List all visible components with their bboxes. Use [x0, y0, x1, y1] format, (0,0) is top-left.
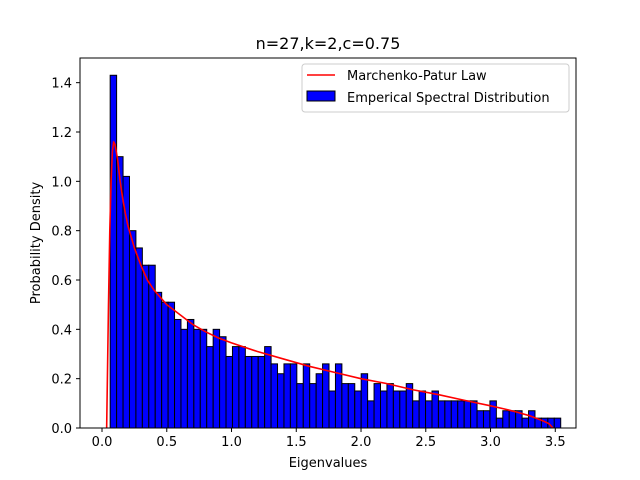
histogram-bar — [264, 346, 272, 429]
histogram-bar — [283, 363, 291, 429]
histogram-bar — [470, 400, 478, 429]
x-tick-label: 0.5 — [156, 435, 177, 450]
y-tick-label: 0.0 — [51, 422, 72, 437]
legend-box — [301, 63, 570, 113]
histogram-bar — [399, 390, 407, 429]
histogram-bar — [502, 410, 510, 429]
histogram-bar — [444, 400, 452, 429]
histogram-bar — [315, 373, 324, 429]
x-tick-label: 2.0 — [351, 435, 372, 450]
histogram-bar — [450, 400, 459, 429]
histogram-bar — [270, 363, 279, 429]
histogram-bar — [457, 400, 465, 429]
y-tick-label: 0.6 — [51, 274, 72, 289]
histogram-bar — [277, 373, 285, 429]
histogram-bar — [367, 400, 375, 429]
histogram-bar — [296, 383, 304, 429]
y-tick-label: 1.4 — [51, 77, 72, 92]
mp-law-curve — [105, 141, 554, 429]
chart-title: n=27,k=2,c=0.75 — [256, 34, 401, 53]
x-axis-label: Eigenvalues — [289, 456, 368, 471]
histogram-bar — [193, 328, 201, 429]
mp-law-curve-group — [105, 141, 554, 429]
x-axis-ticks: 0.0 0.5 1.0 1.5 2.0 2.5 3.0 3.5 — [92, 428, 566, 450]
legend-label-mp-law: Marchenko-Patur Law — [347, 69, 487, 84]
x-tick-label: 3.5 — [545, 435, 566, 450]
plot-frame — [79, 57, 577, 429]
histogram-bar — [380, 390, 388, 429]
histogram-bar — [212, 328, 221, 429]
legend-label-esd: Emperical Spectral Distribution — [347, 91, 550, 106]
histogram-bar — [418, 390, 427, 429]
histogram-bar — [199, 328, 208, 429]
histogram-bar — [174, 318, 182, 429]
histogram-bar — [476, 410, 484, 429]
histogram-bar — [186, 318, 195, 429]
histogram-bar — [495, 417, 504, 429]
histogram-bar — [431, 390, 439, 429]
x-tick-label: 1.0 — [221, 435, 242, 450]
y-axis-label: Probability Density — [29, 182, 44, 305]
histogram-bar — [528, 410, 536, 429]
histogram-bar — [386, 383, 394, 429]
histogram-bar — [161, 301, 169, 429]
y-axis-ticks: 0.0 0.2 0.4 0.6 0.8 1.0 1.2 1.4 — [51, 77, 80, 437]
x-tick-label: 0.0 — [92, 435, 113, 450]
histogram-bar — [128, 230, 137, 429]
histogram-bar — [180, 328, 188, 429]
y-tick-label: 0.4 — [51, 323, 72, 338]
histogram-bar — [302, 363, 311, 429]
histogram-bar — [206, 346, 214, 429]
histogram-bar — [347, 383, 356, 429]
histogram-bar — [257, 355, 266, 429]
histogram-bar — [354, 390, 362, 429]
histogram-bar — [437, 400, 446, 429]
histogram-bar — [225, 355, 233, 429]
y-tick-label: 0.8 — [51, 225, 72, 240]
histogram-bar — [167, 301, 176, 429]
x-tick-label: 1.5 — [286, 435, 307, 450]
histogram-bar — [508, 410, 517, 429]
histogram-bar — [309, 383, 317, 429]
histogram-bar — [341, 383, 349, 429]
histogram-bar — [392, 390, 401, 429]
histogram-bar — [373, 383, 381, 429]
histogram-bar — [553, 417, 562, 429]
histogram-bar — [328, 390, 336, 429]
histogram-bar — [238, 346, 246, 429]
histogram-bar — [135, 247, 143, 429]
histogram-bar — [289, 363, 298, 429]
legend: Marchenko-Patur Law Emperical Spectral D… — [301, 63, 570, 113]
histogram-bar — [109, 74, 118, 429]
histogram-bar — [244, 355, 253, 429]
histogram-bar — [521, 417, 530, 429]
histogram-bar — [489, 400, 497, 429]
histogram-bar — [251, 355, 259, 429]
y-tick-label: 1.0 — [51, 175, 72, 190]
histogram-bar — [463, 400, 472, 429]
histogram-bar — [219, 336, 227, 429]
histogram-bar — [322, 363, 330, 429]
histogram-bar — [360, 373, 369, 429]
x-tick-label: 2.5 — [415, 435, 436, 450]
y-tick-label: 0.2 — [51, 373, 72, 388]
histogram-bar — [141, 264, 150, 429]
histogram-bar — [412, 400, 420, 429]
x-tick-label: 3.0 — [480, 435, 501, 450]
histogram-bar — [482, 410, 491, 429]
y-tick-label: 1.2 — [51, 126, 72, 141]
histogram-bar — [425, 400, 433, 429]
histogram-bar — [154, 291, 163, 429]
histogram-bar — [231, 346, 240, 429]
legend-bar-swatch — [306, 90, 336, 102]
